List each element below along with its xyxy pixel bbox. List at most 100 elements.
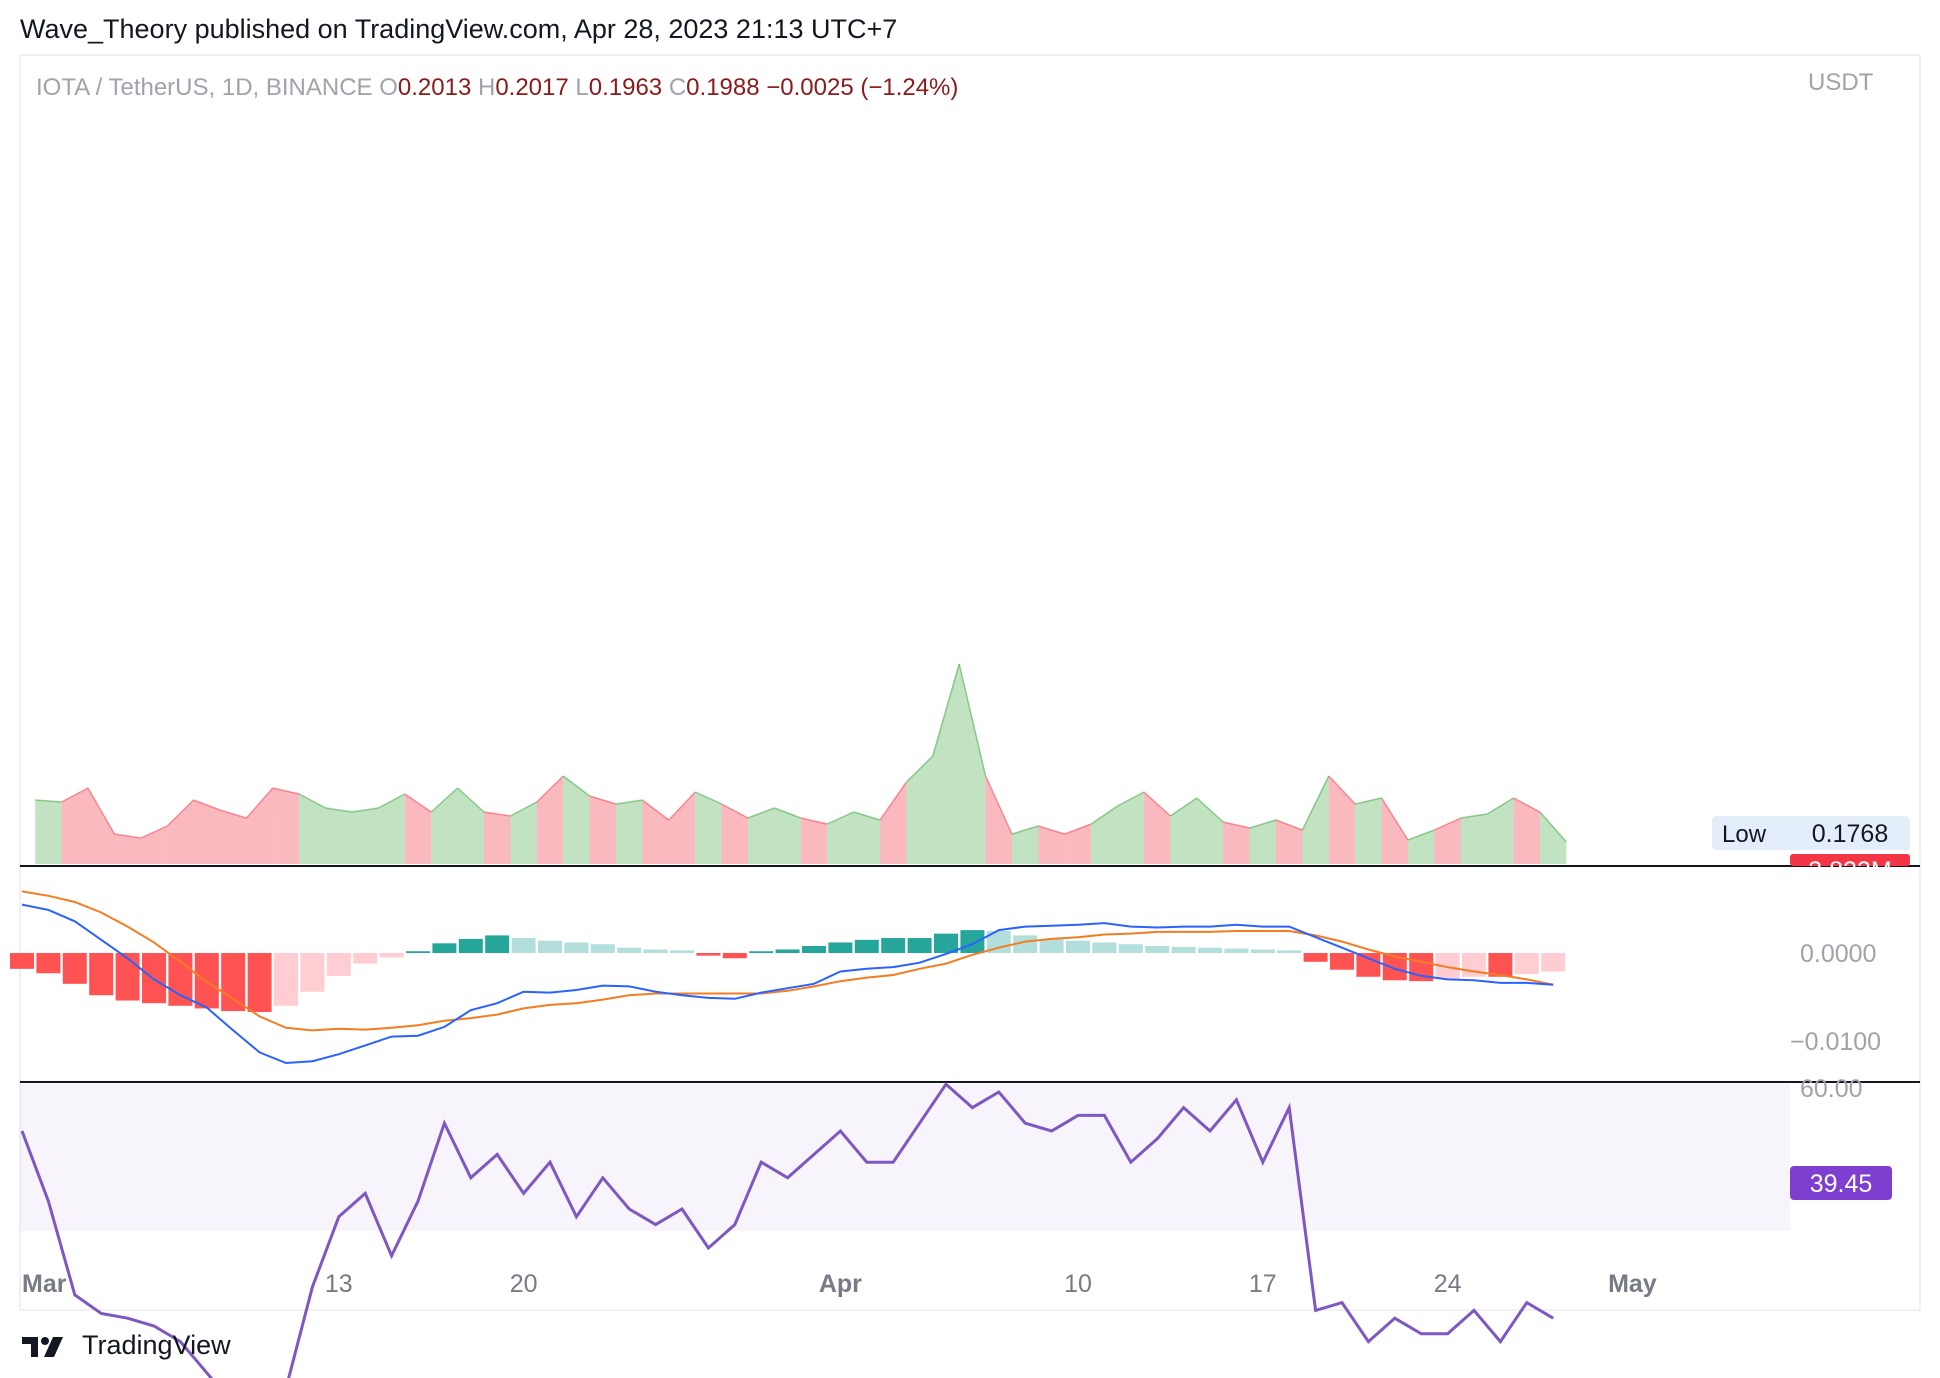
volume-area-edge xyxy=(404,793,432,813)
volume-area-edge xyxy=(1223,821,1250,829)
volume-area-edge xyxy=(1249,819,1277,829)
time-axis-label: 24 xyxy=(1434,1270,1462,1298)
volume-area xyxy=(642,800,669,864)
volume-area xyxy=(1223,822,1250,864)
macd-histogram-bar xyxy=(881,938,906,953)
currency-label: USDT xyxy=(1808,69,1874,96)
macd-histogram-bar xyxy=(590,944,615,953)
volume-area xyxy=(220,810,247,864)
volume-area xyxy=(880,782,907,864)
volume-area xyxy=(404,794,432,864)
low-marker-value: 0.1768 xyxy=(1812,820,1888,848)
volume-area-edge xyxy=(1513,797,1541,813)
tradingview-brand[interactable]: TradingView xyxy=(20,1330,231,1361)
macd-histogram-bar xyxy=(353,953,378,964)
macd-histogram-bar xyxy=(1330,953,1354,970)
volume-area-edge xyxy=(1011,825,1039,835)
volume-area-edge xyxy=(826,811,854,825)
volume-area-edge xyxy=(1275,819,1303,831)
volume-area-edge xyxy=(694,791,722,805)
time-axis-label: 10 xyxy=(1064,1270,1092,1298)
macd-histogram-bar xyxy=(194,953,219,1009)
volume-area xyxy=(1064,824,1092,864)
macd-histogram-bar xyxy=(828,942,853,953)
volume-area xyxy=(1276,820,1303,864)
volume-area-edge xyxy=(536,775,564,803)
volume-area-edge xyxy=(853,811,881,821)
volume-area-edge xyxy=(879,781,908,821)
volume-area-edge xyxy=(641,799,670,821)
macd-histogram-bar xyxy=(1198,947,1222,953)
volume-area xyxy=(1513,798,1540,864)
macd-histogram-bar xyxy=(1488,953,1513,977)
volume-area xyxy=(352,808,379,864)
volume-area xyxy=(1249,820,1276,864)
macd-histogram-bar xyxy=(986,931,1011,953)
macd-histogram-bar xyxy=(934,933,958,953)
volume-area xyxy=(1117,792,1144,864)
volume-area xyxy=(1302,776,1329,864)
macd-histogram-bar xyxy=(326,953,351,976)
volume-area-edge xyxy=(1460,813,1488,819)
volume-area xyxy=(906,756,933,864)
volume-area xyxy=(1091,806,1118,864)
volume-area xyxy=(1408,830,1435,864)
volume-area-edge xyxy=(1196,797,1224,823)
time-axis-label: Mar xyxy=(22,1270,67,1298)
macd-histogram-bar xyxy=(775,949,800,953)
volume-area xyxy=(1460,814,1488,864)
macd-histogram-bar xyxy=(802,945,826,953)
volume-area xyxy=(272,788,300,864)
macd-signal-line xyxy=(21,890,1554,1032)
macd-axis-label-neg: −0.0100 xyxy=(1790,1028,1881,1056)
volume-area-edge xyxy=(378,793,406,809)
macd-histogram-bar xyxy=(1224,948,1249,953)
macd-histogram-bar xyxy=(749,951,774,953)
volume-area xyxy=(695,792,722,864)
rsi-band xyxy=(20,1084,1790,1231)
macd-histogram-bar xyxy=(274,953,298,1006)
volume-area-edge xyxy=(958,663,987,777)
macd-histogram-bar xyxy=(379,953,404,958)
volume-area xyxy=(1381,798,1408,864)
volume-area xyxy=(510,802,537,864)
macd-histogram-bar xyxy=(221,953,246,1012)
volume-area xyxy=(1434,818,1461,864)
volume-tag-bg xyxy=(1790,854,1910,866)
volume-area-edge xyxy=(1355,797,1382,805)
volume-area xyxy=(1144,792,1171,864)
volume-area xyxy=(563,776,590,864)
rsi-line xyxy=(20,1081,1554,1378)
volume-area-edge xyxy=(615,799,643,805)
macd-axis-label-zero: 0.0000 xyxy=(1800,940,1876,968)
volume-area xyxy=(959,664,986,864)
volume-area-edge xyxy=(1169,797,1198,817)
volume-area-edge xyxy=(1090,805,1119,825)
volume-area xyxy=(932,664,960,864)
macd-line xyxy=(21,903,1554,1065)
volume-area xyxy=(853,812,880,864)
macd-histogram-bar xyxy=(485,935,510,953)
macd-histogram-bar xyxy=(1145,945,1170,953)
volume-area xyxy=(748,808,775,864)
macd-histogram-bar xyxy=(406,951,430,953)
time-axis-label: Apr xyxy=(819,1270,862,1298)
volume-area xyxy=(985,776,1012,864)
macd-histogram-bar xyxy=(1250,949,1275,953)
volume-area-edge xyxy=(510,801,538,817)
volume-area xyxy=(800,818,828,864)
time-axis-label: May xyxy=(1608,1270,1657,1298)
volume-area-edge xyxy=(905,755,934,783)
volume-area xyxy=(721,804,748,864)
volume-area-edge xyxy=(1407,829,1435,841)
publisher-line: Wave_Theory published on TradingView.com… xyxy=(20,14,898,44)
volume-area xyxy=(1355,798,1382,864)
macd-histogram-bar xyxy=(1171,946,1196,953)
volume-area-edge xyxy=(1064,823,1092,835)
macd-histogram-bar xyxy=(538,940,562,953)
volume-area-edge xyxy=(1380,797,1409,841)
volume-area-edge xyxy=(272,787,300,795)
volume-area-edge xyxy=(747,807,775,819)
volume-area-edge xyxy=(1117,791,1145,807)
